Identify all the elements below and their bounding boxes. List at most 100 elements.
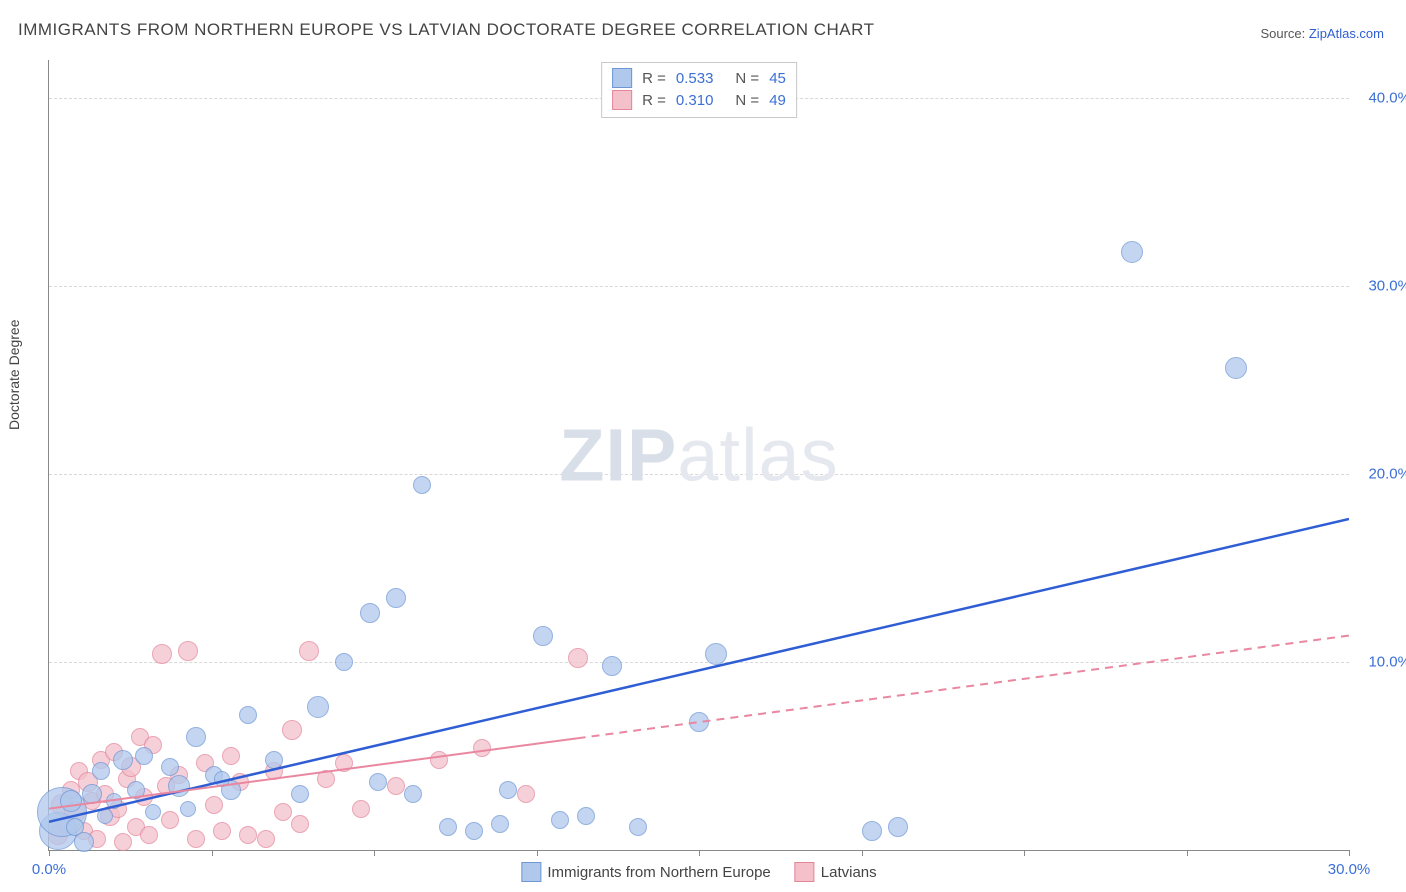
x-tick <box>1024 850 1025 856</box>
legend-n-label: N = <box>735 70 759 87</box>
scatter-plot-area: ZIPatlas R =0.533N =45R =0.310N =49 Immi… <box>48 60 1349 851</box>
data-point-blue <box>97 808 113 824</box>
legend-r-value: 0.533 <box>676 70 714 87</box>
legend-item-label: Latvians <box>821 864 877 881</box>
y-tick-label: 30.0% <box>1357 277 1406 294</box>
data-point-blue <box>307 696 329 718</box>
data-point-pink <box>114 833 132 851</box>
data-point-blue <box>689 712 709 732</box>
data-point-pink <box>178 641 198 661</box>
data-point-pink <box>291 815 309 833</box>
data-point-blue <box>60 790 82 812</box>
gridline <box>49 662 1349 663</box>
data-point-pink <box>257 830 275 848</box>
data-point-pink <box>282 720 302 740</box>
data-point-pink <box>161 811 179 829</box>
data-point-blue <box>1121 241 1143 263</box>
x-tick <box>862 850 863 856</box>
data-point-blue <box>239 706 257 724</box>
gridline <box>49 286 1349 287</box>
watermark-atlas: atlas <box>677 414 838 497</box>
legend-swatch <box>612 68 632 88</box>
data-point-pink <box>239 826 257 844</box>
legend-swatch <box>795 862 815 882</box>
legend-n-value: 49 <box>769 92 786 109</box>
y-tick-label: 10.0% <box>1357 653 1406 670</box>
data-point-blue <box>335 653 353 671</box>
legend-r-value: 0.310 <box>676 92 714 109</box>
data-point-blue <box>465 822 483 840</box>
data-point-blue <box>214 771 230 787</box>
y-tick-label: 40.0% <box>1357 89 1406 106</box>
chart-title: IMMIGRANTS FROM NORTHERN EUROPE VS LATVI… <box>18 20 874 40</box>
source-link[interactable]: ZipAtlas.com <box>1309 26 1384 41</box>
legend-swatch <box>612 90 632 110</box>
watermark: ZIPatlas <box>559 413 838 498</box>
data-point-blue <box>180 801 196 817</box>
legend-series: Immigrants from Northern Europe Latvians <box>521 862 876 882</box>
legend-swatch <box>521 862 541 882</box>
x-tick-label: 30.0% <box>1328 861 1371 878</box>
legend-item-label: Immigrants from Northern Europe <box>547 864 770 881</box>
x-tick <box>1349 850 1350 856</box>
data-point-pink <box>317 770 335 788</box>
data-point-blue <box>577 807 595 825</box>
source-prefix: Source: <box>1260 26 1308 41</box>
data-point-blue <box>491 815 509 833</box>
watermark-zip: ZIP <box>559 414 677 497</box>
data-point-pink <box>152 644 172 664</box>
source-attribution: Source: ZipAtlas.com <box>1260 26 1384 41</box>
data-point-pink <box>205 796 223 814</box>
data-point-blue <box>499 781 517 799</box>
legend-item-pink: Latvians <box>795 862 877 882</box>
data-point-pink <box>568 648 588 668</box>
x-tick <box>1187 850 1188 856</box>
x-tick <box>212 850 213 856</box>
data-point-blue <box>533 626 553 646</box>
data-point-pink <box>213 822 231 840</box>
data-point-pink <box>299 641 319 661</box>
data-point-blue <box>74 832 94 852</box>
data-point-pink <box>430 751 448 769</box>
data-point-blue <box>113 750 133 770</box>
data-point-pink <box>222 747 240 765</box>
data-point-blue <box>168 775 190 797</box>
data-point-blue <box>369 773 387 791</box>
x-tick <box>374 850 375 856</box>
legend-r-label: R = <box>642 70 666 87</box>
data-point-blue <box>602 656 622 676</box>
data-point-blue <box>161 758 179 776</box>
data-point-blue <box>106 793 122 809</box>
data-point-blue <box>439 818 457 836</box>
y-axis-label: Doctorate Degree <box>6 319 22 430</box>
data-point-blue <box>135 747 153 765</box>
data-point-pink <box>140 826 158 844</box>
data-point-blue <box>551 811 569 829</box>
legend-correlation-box: R = 0.533 N = 45 R = 0.310 N = 49 <box>601 62 797 118</box>
data-point-blue <box>404 785 422 803</box>
legend-item-blue: Immigrants from Northern Europe <box>521 862 770 882</box>
data-point-pink <box>473 739 491 757</box>
data-point-blue <box>888 817 908 837</box>
data-point-blue <box>82 784 102 804</box>
data-point-blue <box>265 751 283 769</box>
data-point-pink <box>274 803 292 821</box>
legend-r-label: R = <box>642 92 666 109</box>
data-point-blue <box>705 643 727 665</box>
data-point-blue <box>386 588 406 608</box>
legend-row-blue: R = 0.533 N = 45 <box>612 67 786 89</box>
legend-n-label: N = <box>735 92 759 109</box>
x-tick-label: 0.0% <box>32 861 66 878</box>
data-point-blue <box>629 818 647 836</box>
data-point-blue <box>360 603 380 623</box>
data-point-blue <box>145 804 161 820</box>
x-tick <box>49 850 50 856</box>
data-point-blue <box>862 821 882 841</box>
data-point-blue <box>1225 357 1247 379</box>
data-point-pink <box>335 754 353 772</box>
x-tick <box>537 850 538 856</box>
data-point-blue <box>291 785 309 803</box>
data-point-pink <box>187 830 205 848</box>
legend-n-value: 45 <box>769 70 786 87</box>
y-tick-label: 20.0% <box>1357 465 1406 482</box>
